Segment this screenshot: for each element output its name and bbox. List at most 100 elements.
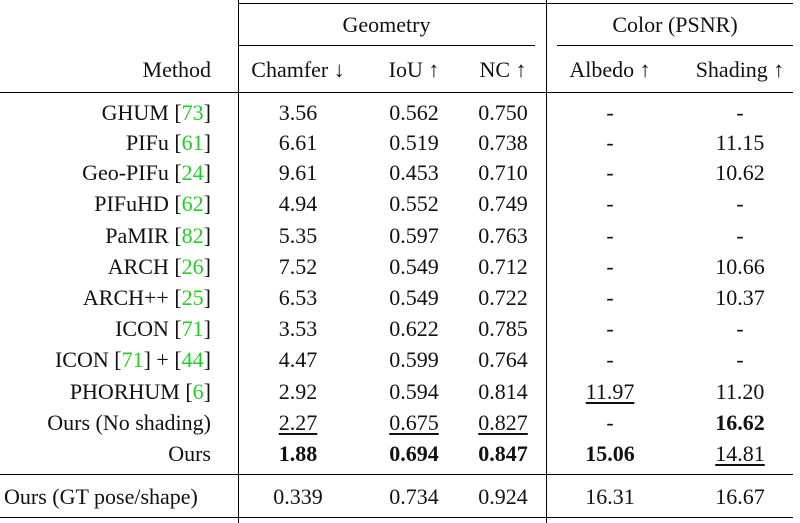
nc-cell: 0.814: [478, 379, 528, 404]
albedo-cell: 11.97: [554, 379, 666, 405]
albedo-cell: -: [606, 410, 614, 435]
albedo-cell: -: [606, 347, 614, 372]
citation-link[interactable]: 26: [181, 254, 204, 279]
top-rule: [238, 3, 793, 4]
chamfer-cell: 9.61: [278, 160, 318, 185]
col-header-method: Method: [142, 57, 211, 82]
citation-link[interactable]: 25: [181, 285, 204, 310]
iou-cell: 0.549: [389, 254, 439, 279]
nc-cell: 0.785: [478, 316, 528, 341]
method-cell: PIFuHD [62]: [94, 191, 211, 216]
chamfer-cell: 3.53: [278, 316, 318, 341]
chamfer-cell: 4.47: [278, 347, 318, 372]
albedo-cell: -: [606, 223, 614, 248]
chamfer-cell: 6.53: [278, 285, 318, 310]
group-separator: [546, 0, 547, 523]
albedo-cell: -: [606, 191, 614, 216]
citation-link[interactable]: 82: [181, 223, 204, 248]
nc-cell: 0.749: [478, 191, 528, 216]
shading-cell: 10.66: [715, 254, 765, 279]
col-header-nc: NC ↑: [479, 57, 527, 82]
bottom-rule: [0, 517, 793, 518]
gt-method-cell: Ours (GT pose/shape): [4, 484, 198, 509]
citation-link[interactable]: 44: [181, 347, 204, 372]
iou-cell: 0.453: [389, 160, 439, 185]
albedo-cell: -: [606, 285, 614, 310]
shading-cell: -: [736, 347, 744, 372]
col-header-albedo: Albedo ↑: [569, 57, 651, 82]
citation-link[interactable]: 61: [181, 130, 204, 155]
gt-shading-cell: 16.67: [715, 484, 765, 509]
shading-cell: -: [736, 316, 744, 341]
iou-cell: 0.562: [389, 100, 439, 125]
shading-cell: 10.37: [715, 285, 765, 310]
shading-cell: -: [736, 191, 744, 216]
shading-cell: 10.62: [715, 160, 765, 185]
method-cell: ICON [71]: [115, 316, 211, 341]
iou-cell: 0.519: [389, 130, 439, 155]
iou-cell: 0.597: [389, 223, 439, 248]
method-cell: Ours: [168, 441, 211, 466]
albedo-value-second-best: 11.97: [585, 379, 635, 404]
iou-cell: 0.622: [389, 316, 439, 341]
citation-link[interactable]: 6: [192, 379, 204, 404]
nc-cell: 0.712: [478, 254, 528, 279]
nc-cell: 0.710: [478, 160, 528, 185]
shading-value-second-best: 14.81: [715, 441, 765, 466]
gt-iou-cell: 0.734: [389, 484, 439, 509]
nc-cell: 0.827: [461, 410, 545, 436]
chamfer-cell: 6.61: [278, 130, 318, 155]
nc-cell: 0.722: [478, 285, 528, 310]
method-cell: ICON [71] + [44]: [54, 347, 211, 372]
chamfer-cell-best: 1.88: [278, 441, 318, 466]
gt-albedo-cell: 16.31: [585, 484, 635, 509]
method-cell: ARCH [26]: [107, 254, 211, 279]
shading-cell: -: [736, 223, 744, 248]
citation-link[interactable]: 71: [121, 347, 144, 372]
albedo-cell: -: [606, 160, 614, 185]
nc-value-second-best: 0.827: [478, 410, 528, 435]
color-group-rule: [557, 45, 793, 46]
chamfer-cell: 7.52: [278, 254, 318, 279]
method-cell: PHORHUM [6]: [69, 379, 211, 404]
albedo-cell: -: [606, 130, 614, 155]
albedo-cell: -: [606, 316, 614, 341]
method-cell: ARCH++ [25]: [82, 285, 211, 310]
chamfer-cell: 4.94: [278, 191, 318, 216]
col-header-chamfer: Chamfer ↓: [251, 57, 345, 82]
geometry-group-rule: [238, 45, 535, 46]
shading-cell: 11.15: [715, 130, 765, 155]
albedo-cell-best: 15.06: [585, 441, 635, 466]
iou-cell-best: 0.694: [389, 441, 439, 466]
method-column-separator: [238, 0, 239, 523]
citation-link[interactable]: 73: [181, 100, 204, 125]
nc-cell: 0.764: [478, 347, 528, 372]
gt-chamfer-cell: 0.339: [273, 484, 323, 509]
shading-cell: 14.81: [688, 441, 792, 467]
shading-cell: -: [736, 100, 744, 125]
iou-value-second-best: 0.675: [389, 410, 439, 435]
albedo-cell: -: [606, 100, 614, 125]
group-header-color: Color (PSNR): [612, 12, 738, 37]
citation-link[interactable]: 71: [181, 316, 204, 341]
nc-cell-best: 0.847: [478, 441, 528, 466]
chamfer-cell: 2.27: [258, 410, 338, 436]
gt-nc-cell: 0.924: [478, 484, 528, 509]
header-rule: [0, 92, 793, 93]
iou-cell: 0.552: [389, 191, 439, 216]
iou-cell: 0.549: [389, 285, 439, 310]
citation-link[interactable]: 62: [181, 191, 204, 216]
nc-cell: 0.738: [478, 130, 528, 155]
shading-cell: 11.20: [715, 379, 765, 404]
nc-cell: 0.763: [478, 223, 528, 248]
method-cell: GHUM [73]: [101, 100, 211, 125]
iou-cell: 0.675: [372, 410, 456, 436]
citation-link[interactable]: 24: [181, 160, 204, 185]
shading-cell-best: 16.62: [715, 410, 765, 435]
method-cell: PIFu [61]: [126, 130, 211, 155]
chamfer-cell: 2.92: [278, 379, 318, 404]
iou-cell: 0.599: [389, 347, 439, 372]
albedo-cell: -: [606, 254, 614, 279]
chamfer-cell: 3.56: [278, 100, 318, 125]
col-header-shading: Shading ↑: [695, 57, 785, 82]
